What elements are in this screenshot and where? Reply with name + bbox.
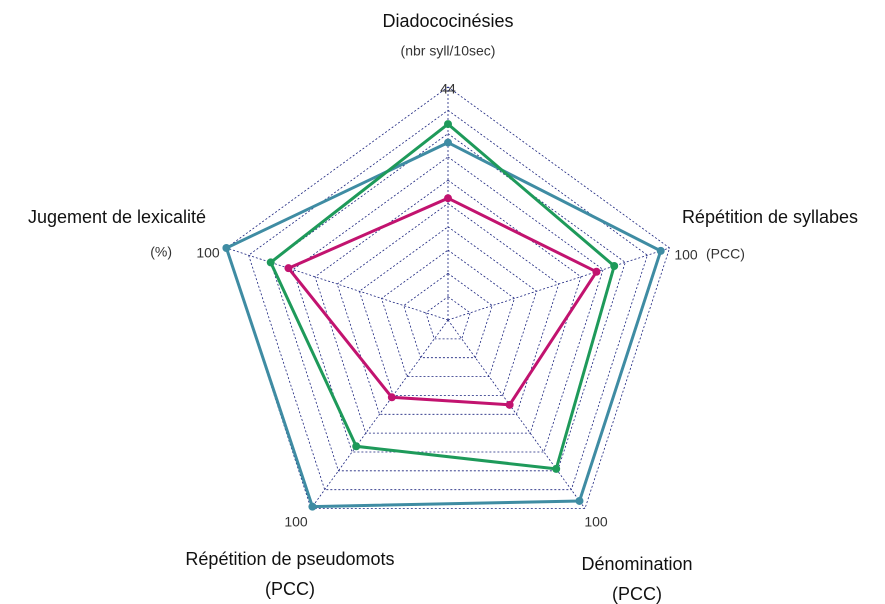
axis-unit: (PCC) bbox=[706, 246, 745, 262]
grid-ring bbox=[403, 272, 493, 359]
axis-unit: (%) bbox=[150, 244, 172, 260]
axis-unit: (PCC) bbox=[265, 579, 315, 599]
axis-max-label: 100 bbox=[674, 247, 698, 263]
axis-max-label: 44 bbox=[440, 81, 456, 97]
data-point bbox=[610, 261, 619, 270]
data-point bbox=[222, 243, 231, 252]
axis-label: Répétition de syllabes bbox=[682, 207, 858, 227]
spoke bbox=[310, 319, 449, 509]
data-point bbox=[387, 393, 396, 402]
grid-ring bbox=[225, 86, 671, 509]
data-point bbox=[444, 138, 452, 147]
axis-label: Jugement de lexicalité bbox=[28, 207, 206, 227]
data-point bbox=[444, 194, 452, 203]
axis-max-label: 100 bbox=[284, 514, 308, 530]
data-point bbox=[552, 464, 561, 473]
spoke bbox=[447, 319, 586, 509]
data-point bbox=[592, 267, 601, 276]
grid-ring bbox=[381, 249, 515, 378]
axis-max-label: 100 bbox=[584, 514, 608, 530]
spoke bbox=[447, 247, 670, 321]
data-point bbox=[352, 442, 361, 451]
data-point bbox=[656, 246, 665, 255]
grid-ring bbox=[248, 109, 648, 491]
series-line bbox=[286, 196, 599, 407]
axis-label: Dénomination bbox=[581, 554, 692, 574]
axis-unit: (PCC) bbox=[612, 584, 662, 604]
series-line bbox=[224, 140, 663, 509]
axis-unit: (nbr syll/10sec) bbox=[401, 43, 496, 59]
axis-max-label: 100 bbox=[196, 245, 220, 261]
axis-label: Répétition de pseudomots bbox=[185, 549, 394, 569]
data-point bbox=[505, 400, 514, 409]
data-point bbox=[444, 120, 452, 129]
spoke bbox=[226, 247, 449, 321]
data-point bbox=[575, 496, 584, 505]
series-line bbox=[268, 122, 616, 471]
data-point bbox=[308, 502, 317, 511]
data-point bbox=[266, 258, 275, 267]
grid-ring bbox=[358, 226, 538, 396]
axis-label: Diadococinésies bbox=[382, 11, 513, 31]
grid-ring bbox=[314, 179, 582, 434]
data-point bbox=[284, 264, 293, 273]
grid-ring bbox=[425, 296, 471, 340]
